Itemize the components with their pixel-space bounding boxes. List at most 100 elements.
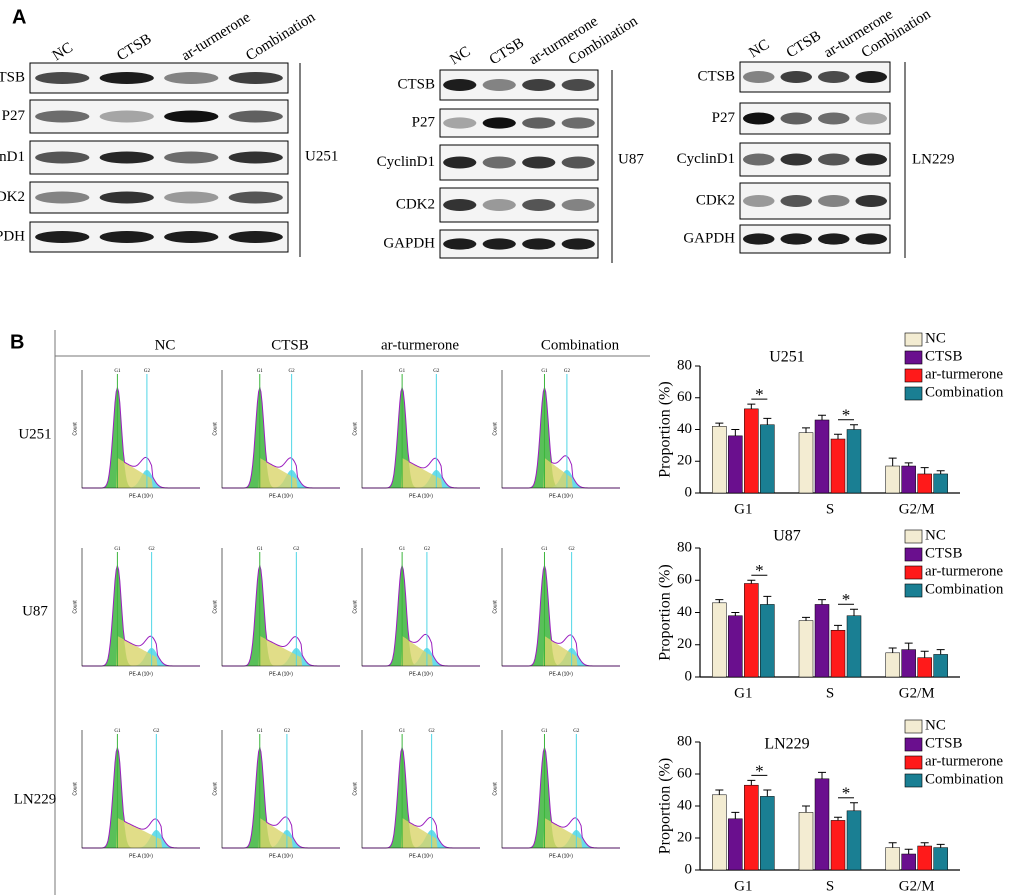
error-bar <box>763 417 772 425</box>
blot-band <box>443 238 477 250</box>
y-axis-label: Proportion (%) <box>657 381 674 477</box>
lane-label: Combination <box>243 9 318 64</box>
y-axis-label: Proportion (%) <box>657 758 674 854</box>
blot-band <box>743 71 775 83</box>
hist-axes <box>221 370 340 489</box>
y-tick-label: 40 <box>677 421 692 437</box>
gate-label: G1 <box>541 729 548 734</box>
chart-title: U87 <box>773 528 801 545</box>
blot-band <box>522 199 556 211</box>
blot-band <box>164 231 219 243</box>
bar <box>917 657 932 678</box>
s-phase <box>82 817 200 848</box>
cell-line-label: U251 <box>305 148 338 164</box>
legend-swatch <box>904 332 923 347</box>
blot-band <box>482 199 516 211</box>
blot-band <box>818 195 850 207</box>
hist-y-label: Count <box>352 782 358 796</box>
legend-swatch <box>904 386 923 401</box>
s-phase <box>362 817 480 848</box>
gate-label: G1 <box>541 547 548 552</box>
bar <box>814 778 830 871</box>
hist-x-label: PE-A (10⁶) <box>129 853 153 859</box>
hist-x-label: PE-A (10⁶) <box>129 493 153 499</box>
s-phase <box>222 635 340 666</box>
error-bar <box>747 779 756 786</box>
bar <box>846 429 862 494</box>
legend-label: NC <box>925 717 946 733</box>
bar <box>885 847 900 871</box>
error-bar <box>802 427 810 433</box>
bar <box>814 419 830 494</box>
bar <box>798 432 814 494</box>
s-phase <box>502 817 620 848</box>
hist-x-label: PE-A (10⁶) <box>549 493 573 499</box>
protein-label: P27 <box>2 108 26 124</box>
y-tick-label: 80 <box>677 733 692 749</box>
blot-band <box>780 233 812 245</box>
hist-x-label: PE-A (10⁶) <box>269 493 293 499</box>
blot-band <box>164 72 219 84</box>
legend-label: NC <box>925 527 946 543</box>
gate-label: G1 <box>257 729 264 734</box>
x-tick-label: S <box>826 501 834 517</box>
error-bar <box>747 403 756 409</box>
s-phase <box>362 635 480 666</box>
lane-label: CTSB <box>114 31 154 64</box>
protein-label: CyclinD1 <box>0 149 25 165</box>
legend-swatch <box>904 755 923 770</box>
legend-swatch <box>904 773 923 788</box>
hist-x-label: PE-A (10⁶) <box>409 853 433 859</box>
blot-band <box>561 238 595 250</box>
y-tick-label: 60 <box>677 572 692 588</box>
error-bar <box>850 424 858 430</box>
blot-band <box>743 233 775 245</box>
hist-y-label: Count <box>492 600 498 614</box>
y-tick-label: 0 <box>685 861 693 877</box>
y-tick-label: 80 <box>677 357 692 373</box>
hist-x-label: PE-A (10⁶) <box>269 853 293 859</box>
panel-label: B <box>10 331 24 353</box>
blot-band <box>35 72 90 84</box>
hist-y-label: Count <box>72 600 78 614</box>
sig-star: * <box>755 761 764 780</box>
blot-band <box>482 117 516 129</box>
bar <box>933 473 948 494</box>
hist-x-label: PE-A (10⁶) <box>269 671 293 677</box>
gate-label: G2 <box>284 729 291 734</box>
lane-label: NC <box>447 44 473 69</box>
bar <box>798 620 814 678</box>
blot-band <box>780 112 812 125</box>
bar <box>760 604 775 678</box>
protein-label: CyclinD1 <box>377 154 435 170</box>
protein-label: GAPDH <box>0 228 25 244</box>
hist-axes <box>501 370 620 489</box>
blot-band <box>743 153 775 166</box>
y-tick-label: 60 <box>677 765 692 781</box>
error-bar <box>920 650 929 658</box>
legend-label: CTSB <box>925 348 963 364</box>
error-bar <box>731 429 740 436</box>
x-tick-label: G2/M <box>899 685 935 701</box>
error-bar <box>763 789 772 797</box>
blot-band <box>818 71 850 83</box>
error-bar <box>802 616 810 621</box>
row-label: LN229 <box>14 791 57 807</box>
blot-band <box>99 110 154 123</box>
blot-band <box>522 238 556 250</box>
protein-label: CDK2 <box>0 189 25 205</box>
gate-label: G2 <box>293 547 300 552</box>
blot-band <box>228 191 283 204</box>
legend-label: Combination <box>925 771 1004 787</box>
gate-label: G2 <box>424 547 431 552</box>
blot-band <box>228 110 283 123</box>
row-label: U251 <box>18 426 51 442</box>
y-tick-label: 20 <box>677 453 692 469</box>
bar <box>744 583 759 678</box>
hist-axes <box>361 548 480 667</box>
legend-swatch <box>904 565 923 580</box>
error-bar <box>731 612 740 616</box>
column-label: NC <box>155 337 176 353</box>
hist-y-label: Count <box>212 600 218 614</box>
